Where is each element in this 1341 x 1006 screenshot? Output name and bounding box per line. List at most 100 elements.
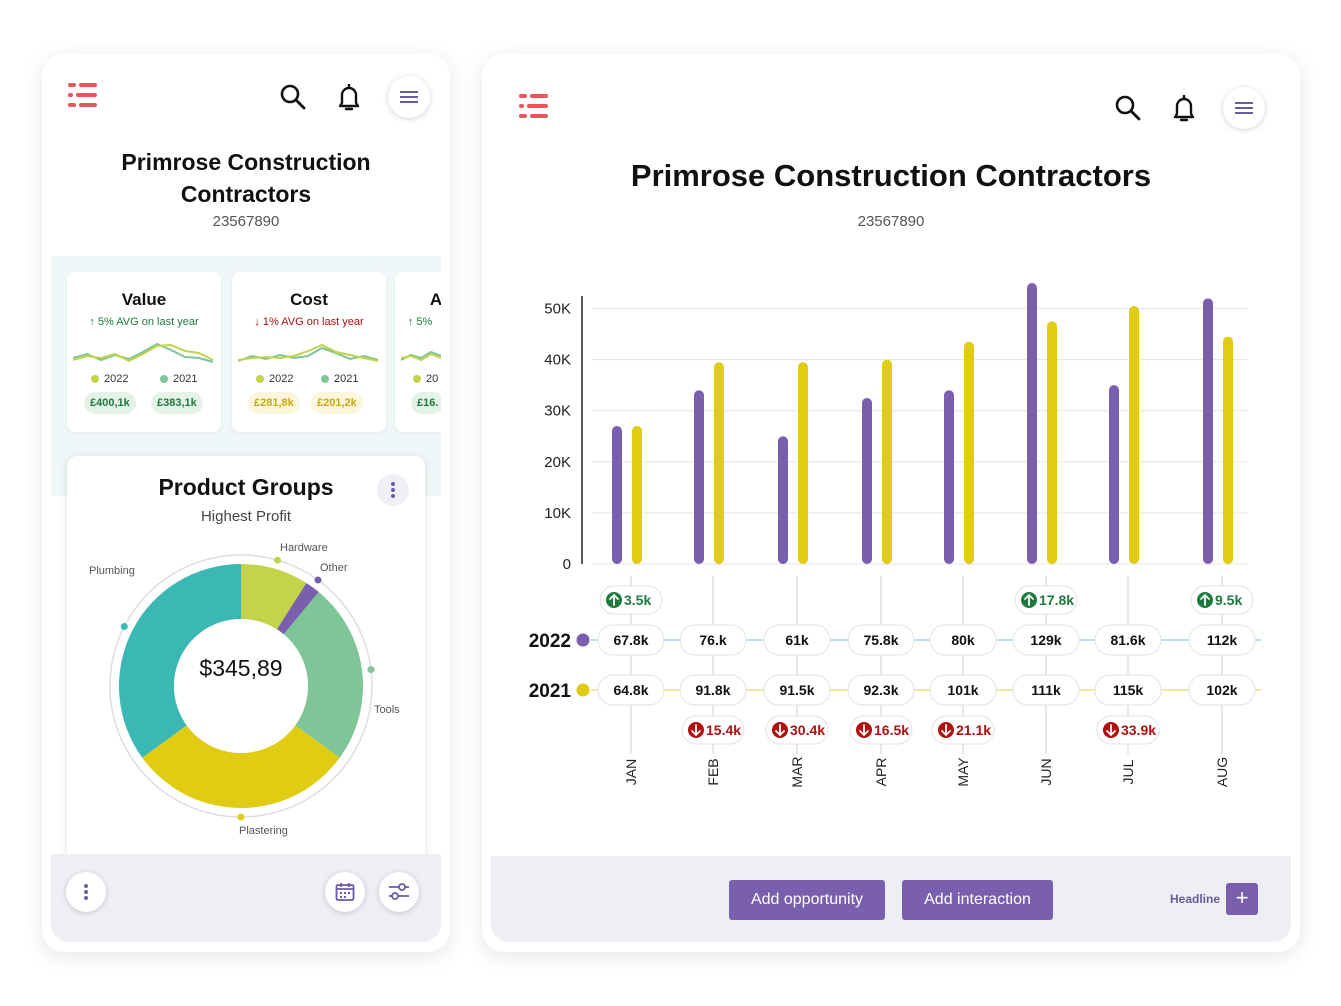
bar-2021-aug[interactable] bbox=[1223, 336, 1233, 564]
logo-icon[interactable] bbox=[68, 82, 98, 112]
bar-2021-may[interactable] bbox=[964, 341, 974, 564]
calendar-button[interactable] bbox=[325, 872, 365, 912]
bar-2021-jul[interactable] bbox=[1129, 305, 1139, 564]
decrease-label: 16.5k bbox=[874, 722, 909, 738]
menu-button[interactable] bbox=[388, 76, 430, 118]
value-pill-2022 bbox=[679, 624, 747, 656]
bar-2021-jun[interactable] bbox=[1047, 321, 1057, 564]
arrow-glyph bbox=[775, 724, 785, 737]
bar-2021-feb[interactable] bbox=[714, 362, 724, 564]
value-pill-2022: £400,1k bbox=[84, 392, 136, 414]
donut-slice-tools[interactable] bbox=[283, 591, 363, 758]
bar-2022-feb[interactable] bbox=[694, 390, 704, 564]
value-label-2021: 102k bbox=[1206, 682, 1237, 698]
increase-label: 3.5k bbox=[624, 592, 651, 608]
bar-2021-mar[interactable] bbox=[798, 362, 808, 564]
bar-2022-jan[interactable] bbox=[612, 426, 622, 564]
search-icon[interactable] bbox=[1113, 93, 1143, 123]
more-options-button[interactable] bbox=[377, 474, 409, 506]
value-label-2022: 81.6k bbox=[1110, 632, 1145, 648]
series-label-2021: 2021 bbox=[529, 681, 572, 702]
value-pill-2021 bbox=[1094, 674, 1162, 706]
donut-chart[interactable] bbox=[67, 456, 425, 876]
donut-marker-tools bbox=[367, 666, 375, 674]
value-label-2022: 80k bbox=[951, 632, 975, 648]
value-pill-2021: £201,2k bbox=[311, 392, 363, 414]
more-vertical-icon bbox=[84, 884, 88, 900]
sparkline bbox=[401, 350, 441, 362]
filter-button[interactable] bbox=[379, 872, 419, 912]
bar-2022-jul[interactable] bbox=[1109, 385, 1119, 564]
logo-icon[interactable] bbox=[519, 93, 549, 123]
value-label-2021: 111k bbox=[1031, 682, 1061, 698]
month-label: JUL bbox=[1120, 759, 1136, 784]
value-pill-2021 bbox=[1188, 674, 1256, 706]
stat-title: Cost bbox=[290, 290, 328, 309]
search-icon[interactable] bbox=[278, 82, 308, 112]
value-label-2021: 92.3k bbox=[863, 682, 898, 698]
series-label-2022: 2022 bbox=[529, 631, 571, 652]
y-tick-label: 40K bbox=[544, 352, 571, 369]
legend-2021: 2021 bbox=[160, 373, 197, 385]
decrease-label: 21.1k bbox=[956, 722, 991, 738]
donut-slice-plastering[interactable] bbox=[142, 725, 340, 808]
value-pill-2021 bbox=[763, 674, 831, 706]
menu-button[interactable] bbox=[1223, 87, 1265, 129]
arrow-glyph bbox=[1024, 593, 1034, 606]
legend-dot bbox=[413, 375, 421, 383]
value-pill-2021 bbox=[679, 674, 747, 706]
value-label-2021: 64.8k bbox=[613, 682, 648, 698]
value-label-2022: 112k bbox=[1207, 632, 1238, 648]
value-pill-2021 bbox=[847, 674, 915, 706]
month-label: FEB bbox=[705, 758, 721, 785]
month-label: JUN bbox=[1038, 758, 1054, 785]
stat-card-partial[interactable]: A ↑ 5% 20 £16. bbox=[395, 272, 441, 432]
monthly-comparison-chart: 0 10K 20K 30K 40K 50K 2022 2021 67.8k 64.8k JAN 76.… bbox=[529, 283, 1261, 788]
label-tools: Tools bbox=[374, 704, 400, 716]
company-id: 23567890 bbox=[212, 213, 280, 230]
add-interaction-button[interactable]: Add interaction bbox=[902, 880, 1053, 920]
month-label: JAN bbox=[623, 759, 639, 785]
legend-2022: 2022 bbox=[256, 373, 293, 385]
stat-card-cost[interactable]: Cost ↓ 1% AVG on last year 2022 2021 £28… bbox=[232, 272, 386, 432]
menu-icon bbox=[1235, 102, 1253, 114]
value-label-2022: 129k bbox=[1030, 632, 1061, 648]
bar-2022-mar[interactable] bbox=[778, 436, 788, 564]
bar-2022-may[interactable] bbox=[944, 390, 954, 564]
bar-2022-aug[interactable] bbox=[1203, 298, 1213, 564]
value-label-2021: 101k bbox=[947, 682, 978, 698]
label-plastering: Plastering bbox=[239, 825, 288, 837]
bell-icon[interactable] bbox=[1169, 92, 1199, 122]
bar-2021-jan[interactable] bbox=[632, 426, 642, 564]
headline-add-button[interactable]: + bbox=[1226, 883, 1258, 915]
value-pill-2022 bbox=[929, 624, 997, 656]
bar-2022-apr[interactable] bbox=[862, 397, 872, 564]
more-button[interactable] bbox=[66, 872, 106, 912]
donut-slice-hardware[interactable] bbox=[241, 564, 307, 630]
sliders-icon bbox=[389, 883, 409, 900]
add-opportunity-button[interactable]: Add opportunity bbox=[729, 880, 885, 920]
desktop-screen: Primrose Construction Contractors 235678… bbox=[491, 54, 1291, 942]
bar-2021-apr[interactable] bbox=[882, 359, 892, 564]
bar-2022-jun[interactable] bbox=[1027, 283, 1037, 564]
mobile-frame: Primrose Construction Contractors 235678… bbox=[42, 54, 450, 952]
donut-slice-other[interactable] bbox=[276, 582, 319, 635]
bell-icon[interactable] bbox=[334, 81, 364, 111]
value-label-2022: 76.k bbox=[699, 632, 726, 648]
value-pill-2022 bbox=[847, 624, 915, 656]
donut-slice-plumbing[interactable] bbox=[118, 564, 241, 758]
donut-marker-plumbing bbox=[120, 623, 128, 631]
donut-center-value: $345,89 bbox=[199, 655, 283, 681]
increase-label: 9.5k bbox=[1215, 592, 1242, 608]
legend-dot bbox=[91, 375, 99, 383]
bottom-action-bar: Add opportunity Add interaction Headline… bbox=[491, 856, 1291, 942]
value-pill-2022 bbox=[597, 624, 665, 656]
stat-card-value[interactable]: Value ↑ 5% AVG on last year 2022 2021 £4… bbox=[67, 272, 221, 432]
value-label-2022: 61k bbox=[785, 632, 809, 648]
decrease-label: 15.4k bbox=[706, 722, 741, 738]
arrow-glyph bbox=[691, 724, 701, 737]
donut-hole bbox=[174, 619, 308, 753]
legend-2022: 2022 bbox=[91, 373, 128, 385]
sparkline bbox=[238, 343, 379, 362]
stat-delta: ↑ 5% AVG on last year bbox=[89, 316, 199, 328]
